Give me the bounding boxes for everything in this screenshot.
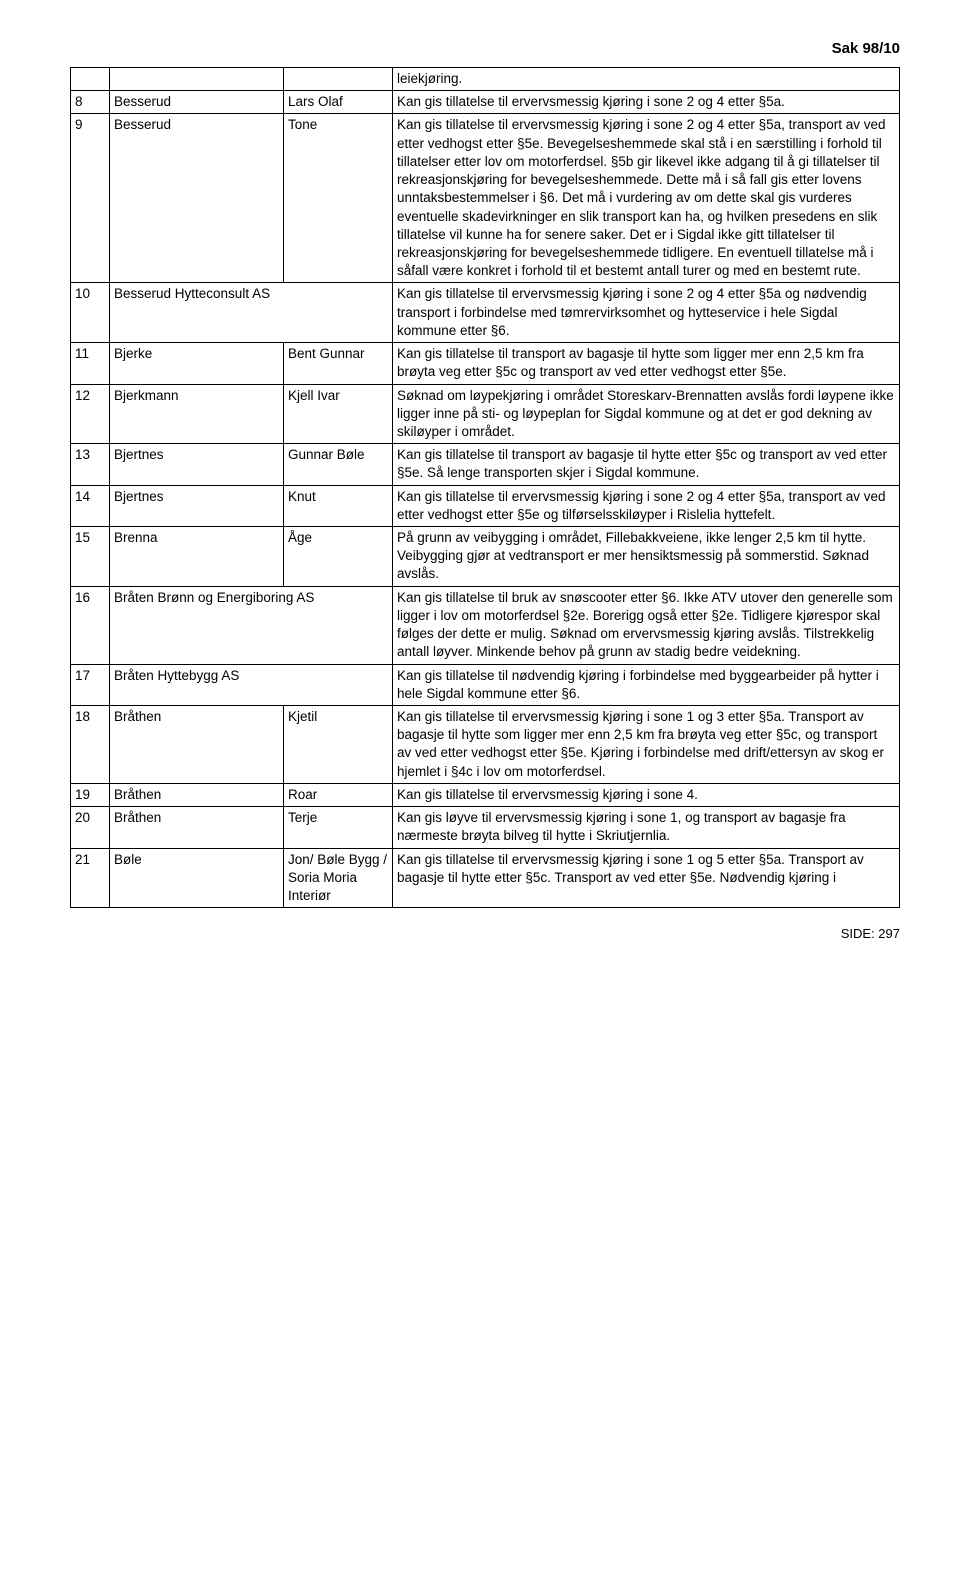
applicant-name: Besserud Hytteconsult AS [110, 283, 393, 343]
row-number: 9 [71, 114, 110, 283]
decision-text: På grunn av veibygging i området, Filleb… [393, 527, 900, 587]
applicant-firstname: Lars Olaf [284, 91, 393, 114]
applicant-name: Bråten Hyttebygg AS [110, 664, 393, 705]
decision-text: Kan gis tillatelse til bruk av snøscoote… [393, 586, 900, 664]
table-row: 12BjerkmannKjell IvarSøknad om løypekjør… [71, 384, 900, 444]
table-row: 8BesserudLars OlafKan gis tillatelse til… [71, 91, 900, 114]
decision-text: Kan gis tillatelse til ervervsmessig kjø… [393, 783, 900, 806]
decision-text: Kan gis tillatelse til ervervsmessig kjø… [393, 706, 900, 784]
page-footer: SIDE: 297 [70, 926, 900, 941]
applicant-firstname: Roar [284, 783, 393, 806]
table-row: 20BråthenTerjeKan gis løyve til ervervsm… [71, 807, 900, 848]
decision-text: Søknad om løypekjøring i området Storesk… [393, 384, 900, 444]
row-number: 15 [71, 527, 110, 587]
row-number: 14 [71, 485, 110, 526]
applicant-firstname: Kjetil [284, 706, 393, 784]
row-number [71, 68, 110, 91]
decision-text: Kan gis tillatelse til ervervsmessig kjø… [393, 91, 900, 114]
applicant-firstname: Knut [284, 485, 393, 526]
table-row: 21BøleJon/ Bøle Bygg / Soria Moria Inter… [71, 848, 900, 908]
applicant-surname: Bjerke [110, 343, 284, 384]
table-row: 9BesserudToneKan gis tillatelse til erve… [71, 114, 900, 283]
table-row: leiekjøring. [71, 68, 900, 91]
decision-text: Kan gis tillatelse til ervervsmessig kjø… [393, 283, 900, 343]
applicant-surname: Bråthen [110, 807, 284, 848]
table-row: 16Bråten Brønn og Energiboring ASKan gis… [71, 586, 900, 664]
applicant-surname: Besserud [110, 91, 284, 114]
row-number: 17 [71, 664, 110, 705]
table-row: 17Bråten Hyttebygg ASKan gis tillatelse … [71, 664, 900, 705]
applicant-firstname: Tone [284, 114, 393, 283]
applicant-firstname: Jon/ Bøle Bygg / Soria Moria Interiør [284, 848, 393, 908]
permits-table: leiekjøring.8BesserudLars OlafKan gis ti… [70, 67, 900, 908]
applicant-firstname: Terje [284, 807, 393, 848]
applicant-firstname: Gunnar Bøle [284, 444, 393, 485]
table-row: 15BrennaÅgePå grunn av veibygging i områ… [71, 527, 900, 587]
decision-text: Kan gis tillatelse til ervervsmessig kjø… [393, 485, 900, 526]
decision-text: Kan gis tillatelse til transport av baga… [393, 444, 900, 485]
applicant-surname: Bjerkmann [110, 384, 284, 444]
applicant-surname: Bråthen [110, 706, 284, 784]
applicant-surname: Bråthen [110, 783, 284, 806]
table-row: 13BjertnesGunnar BøleKan gis tillatelse … [71, 444, 900, 485]
applicant-firstname: Åge [284, 527, 393, 587]
table-row: 11BjerkeBent GunnarKan gis tillatelse ti… [71, 343, 900, 384]
applicant-firstname [284, 68, 393, 91]
row-number: 10 [71, 283, 110, 343]
row-number: 20 [71, 807, 110, 848]
decision-text: leiekjøring. [393, 68, 900, 91]
table-row: 14BjertnesKnutKan gis tillatelse til erv… [71, 485, 900, 526]
applicant-surname: Bjertnes [110, 485, 284, 526]
row-number: 18 [71, 706, 110, 784]
table-row: 18BråthenKjetilKan gis tillatelse til er… [71, 706, 900, 784]
decision-text: Kan gis tillatelse til transport av baga… [393, 343, 900, 384]
decision-text: Kan gis tillatelse til nødvendig kjøring… [393, 664, 900, 705]
applicant-surname: Besserud [110, 114, 284, 283]
applicant-name: Bråten Brønn og Energiboring AS [110, 586, 393, 664]
row-number: 19 [71, 783, 110, 806]
applicant-surname: Bjertnes [110, 444, 284, 485]
table-row: 10Besserud Hytteconsult ASKan gis tillat… [71, 283, 900, 343]
applicant-firstname: Kjell Ivar [284, 384, 393, 444]
row-number: 12 [71, 384, 110, 444]
decision-text: Kan gis tillatelse til ervervsmessig kjø… [393, 848, 900, 908]
row-number: 16 [71, 586, 110, 664]
row-number: 13 [71, 444, 110, 485]
decision-text: Kan gis løyve til ervervsmessig kjøring … [393, 807, 900, 848]
row-number: 21 [71, 848, 110, 908]
decision-text: Kan gis tillatelse til ervervsmessig kjø… [393, 114, 900, 283]
applicant-surname: Brenna [110, 527, 284, 587]
applicant-firstname: Bent Gunnar [284, 343, 393, 384]
applicant-surname: Bøle [110, 848, 284, 908]
page-header: Sak 98/10 [70, 40, 900, 57]
row-number: 11 [71, 343, 110, 384]
row-number: 8 [71, 91, 110, 114]
applicant-surname [110, 68, 284, 91]
table-row: 19BråthenRoarKan gis tillatelse til erve… [71, 783, 900, 806]
